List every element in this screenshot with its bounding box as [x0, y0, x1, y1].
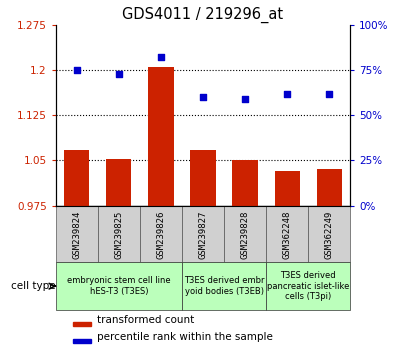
Bar: [266, 262, 350, 310]
Text: T3ES derived
pancreatic islet-like
cells (T3pi): T3ES derived pancreatic islet-like cells…: [267, 271, 349, 301]
Bar: [98, 206, 140, 262]
Text: GSM239825: GSM239825: [114, 211, 123, 259]
Bar: [308, 206, 350, 262]
Text: GSM362248: GSM362248: [283, 211, 292, 259]
Bar: [182, 206, 224, 262]
Point: [74, 67, 80, 73]
Bar: [73, 338, 91, 343]
Bar: [266, 206, 308, 262]
Text: GSM362249: GSM362249: [325, 211, 334, 259]
Bar: [182, 262, 266, 310]
Text: transformed count: transformed count: [97, 315, 194, 325]
Point: [200, 94, 206, 100]
Text: GSM239826: GSM239826: [156, 211, 166, 259]
Point: [326, 91, 332, 96]
Title: GDS4011 / 219296_at: GDS4011 / 219296_at: [123, 7, 283, 23]
Text: T3ES derived embr
yoid bodies (T3EB): T3ES derived embr yoid bodies (T3EB): [184, 276, 264, 296]
Bar: [148, 67, 174, 206]
Bar: [275, 171, 300, 206]
Bar: [232, 160, 258, 206]
Point: [242, 96, 248, 102]
Bar: [316, 170, 342, 206]
Bar: [190, 150, 216, 206]
Point: [284, 91, 290, 96]
Point: [116, 71, 122, 76]
Bar: [64, 150, 90, 206]
Bar: [224, 206, 266, 262]
Text: GSM239828: GSM239828: [240, 211, 250, 259]
Point: [158, 55, 164, 60]
Bar: [106, 159, 131, 206]
Text: GSM239827: GSM239827: [199, 211, 207, 259]
Text: embryonic stem cell line
hES-T3 (T3ES): embryonic stem cell line hES-T3 (T3ES): [67, 276, 171, 296]
Bar: [73, 322, 91, 326]
Bar: [56, 262, 182, 310]
Bar: [56, 206, 98, 262]
Text: percentile rank within the sample: percentile rank within the sample: [97, 332, 273, 342]
Text: GSM239824: GSM239824: [72, 211, 81, 259]
Text: cell type: cell type: [11, 281, 55, 291]
Bar: [140, 206, 182, 262]
